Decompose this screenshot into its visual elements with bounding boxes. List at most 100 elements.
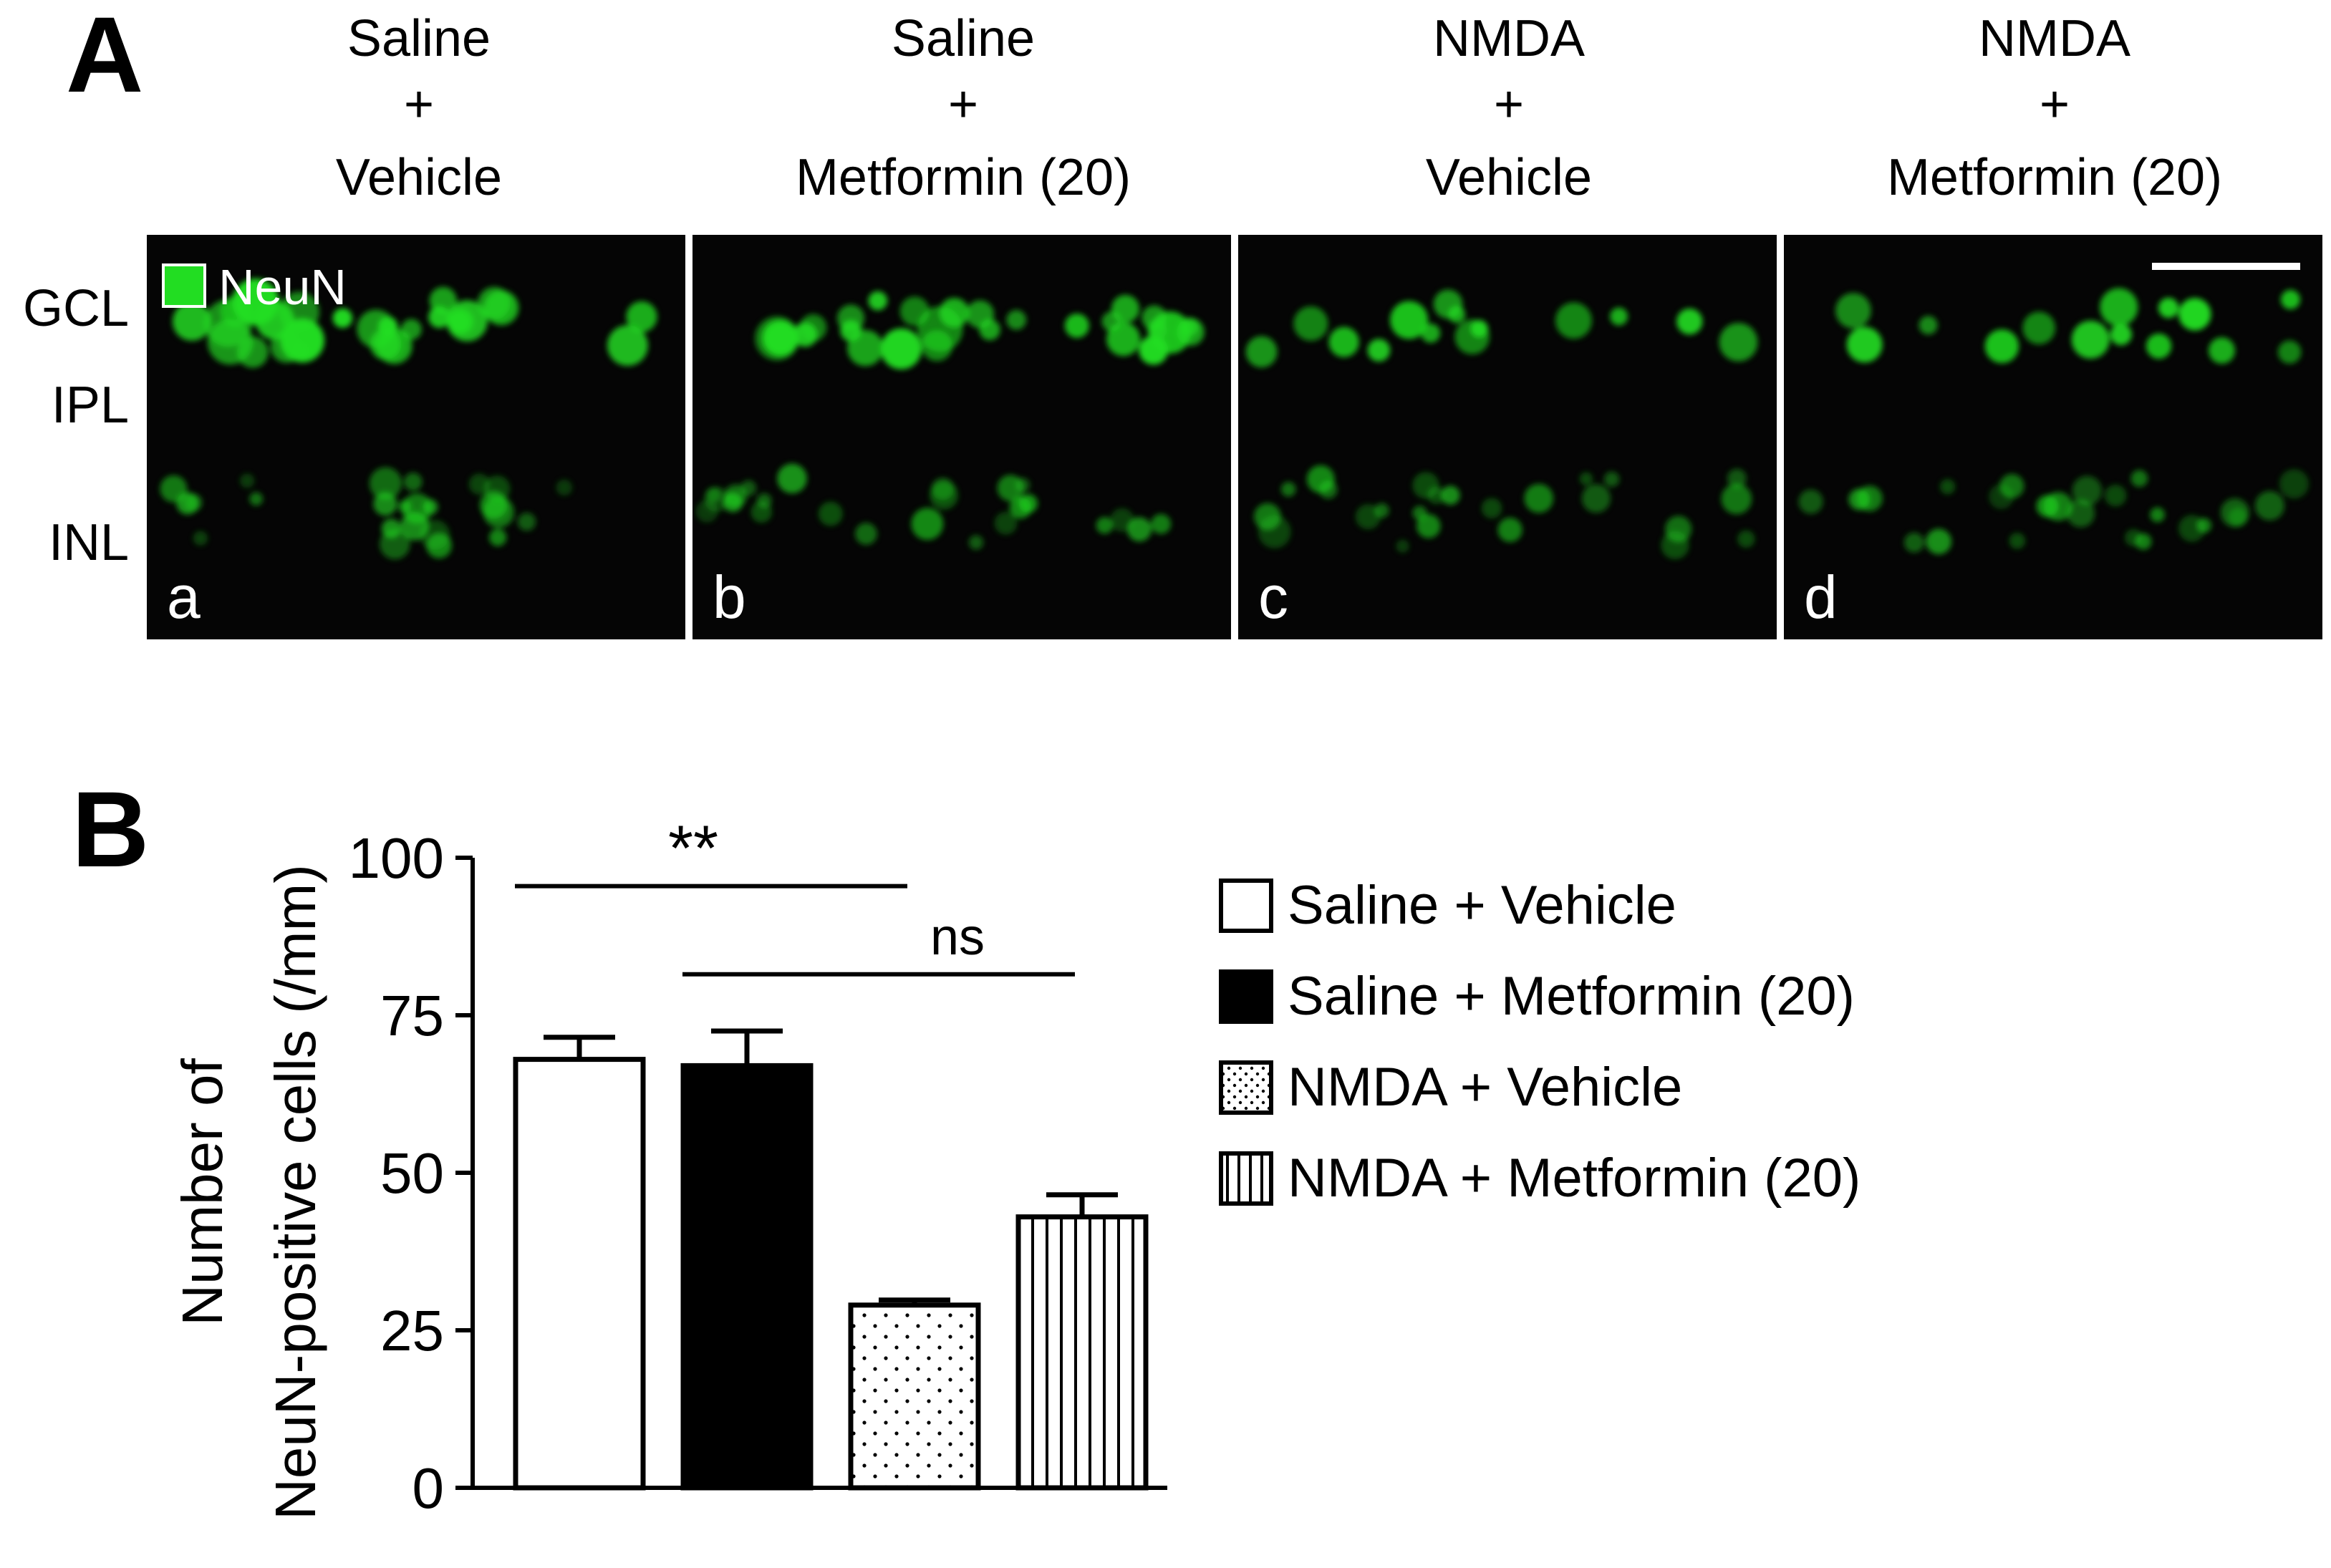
neun-cell — [483, 475, 511, 503]
condition-header-1: Saline + Vehicle — [336, 10, 502, 206]
micrograph-d: d — [1784, 235, 2322, 639]
neun-cell — [376, 328, 412, 364]
legend-label: Saline + Metformin (20) — [1288, 966, 1855, 1027]
neun-cell — [2110, 324, 2132, 346]
neun-cell — [968, 535, 984, 550]
legend-swatch — [1219, 1151, 1273, 1206]
neun-cell — [2135, 533, 2152, 550]
neun-cell — [1390, 301, 1429, 339]
panel-b-letter: B — [72, 769, 149, 889]
neun-cell — [777, 463, 807, 494]
layer-label-inl: INL — [49, 514, 129, 571]
micrograph-letter-d: d — [1804, 563, 1838, 631]
neun-cell — [1096, 517, 1114, 534]
condition-header-2-line1: Saline — [892, 10, 1035, 67]
condition-header-1-line2: + — [404, 76, 434, 133]
neun-cell — [1417, 514, 1441, 538]
micrograph-c: c — [1238, 235, 1777, 639]
neun-cell — [1127, 517, 1152, 542]
bar — [1015, 1214, 1149, 1491]
legend-item: Saline + Vehicle — [1219, 875, 1676, 936]
neun-cell — [2009, 533, 2026, 549]
stain-legend: NeuN — [162, 259, 347, 315]
neun-cells — [1798, 288, 2309, 555]
neun-cell — [379, 528, 410, 560]
neun-cell — [1676, 308, 1703, 335]
neun-cell — [403, 473, 423, 491]
y-tick-label: 100 — [349, 826, 444, 890]
condition-header-2-line3: Metformin (20) — [796, 149, 1131, 206]
legend-label: NMDA + Metformin (20) — [1288, 1148, 1861, 1209]
bar — [848, 1302, 981, 1491]
neun-cell — [291, 342, 309, 359]
neun-cell — [2071, 320, 2110, 359]
legend-item: NMDA + Vehicle — [1219, 1057, 1682, 1118]
neun-cell — [840, 320, 862, 342]
neun-cell — [1245, 336, 1278, 368]
condition-header-2-line2: + — [948, 76, 978, 133]
neun-cell — [818, 501, 843, 526]
neun-cell — [1581, 483, 1611, 513]
neun-cell — [1064, 313, 1089, 338]
y-axis-title: Number of NeuN-positive cells (/mm) — [170, 864, 327, 1520]
neun-cell — [1421, 323, 1441, 343]
condition-header-1-line1: Saline — [347, 10, 491, 67]
legend-swatch — [1219, 969, 1273, 1024]
neun-cell — [402, 493, 433, 524]
neun-cell — [880, 328, 922, 369]
neun-cell — [740, 480, 757, 496]
neun-cell — [1006, 309, 1027, 330]
micrograph-row: a b c d — [147, 235, 2322, 639]
neun-cell — [911, 508, 944, 541]
neun-cell — [1367, 339, 1391, 362]
layer-label-ipl: IPL — [52, 377, 129, 434]
neun-cell — [1177, 318, 1205, 347]
neun-cell — [1798, 489, 1823, 514]
neun-cell — [1524, 483, 1554, 513]
neun-cell — [426, 533, 452, 558]
neun-cell — [369, 467, 402, 500]
significance-label: ** — [668, 813, 718, 885]
neun-cell — [1984, 329, 2019, 364]
legend-label: Saline + Vehicle — [1288, 875, 1676, 936]
neun-cell — [2022, 311, 2056, 344]
neun-cell — [2254, 490, 2284, 521]
condition-header-3-line1: NMDA — [1433, 10, 1585, 67]
neun-cell — [483, 290, 519, 326]
condition-header-4-line1: NMDA — [1979, 10, 2130, 67]
micrograph-background — [1238, 235, 1777, 639]
legend-swatch — [1219, 879, 1273, 933]
neun-cell — [1433, 289, 1463, 319]
legend-item: NMDA + Metformin (20) — [1219, 1148, 1861, 1209]
neun-cell — [1374, 503, 1389, 518]
neun-cell — [1412, 505, 1427, 521]
neun-cell — [1009, 496, 1032, 519]
neun-cell — [2146, 333, 2172, 359]
neun-cell — [1579, 472, 1593, 485]
neun-cell — [1151, 513, 1172, 534]
micrograph-background — [692, 235, 1231, 639]
significance-label: ns — [930, 909, 985, 966]
neun-cell — [220, 295, 252, 327]
micrograph-b: b — [692, 235, 1231, 639]
micrograph-letter-b: b — [713, 563, 746, 631]
neun-cell — [2104, 484, 2127, 507]
condition-header-1-line3: Vehicle — [336, 149, 502, 206]
neun-cell — [1454, 319, 1490, 354]
condition-header-4: NMDA + Metformin (20) — [1887, 10, 2222, 206]
neun-cell — [2178, 298, 2211, 331]
neun-cell — [1719, 323, 1758, 362]
y-tick-label: 0 — [412, 1456, 445, 1520]
condition-header-4-line3: Metformin (20) — [1887, 149, 2222, 206]
neun-cell — [1721, 483, 1752, 515]
neun-cell — [1555, 302, 1592, 339]
neun-cell — [1856, 485, 1883, 512]
neun-cell — [1396, 539, 1409, 553]
y-axis-title-line2: NeuN-positive cells (/mm) — [264, 864, 327, 1520]
neun-cell — [1412, 472, 1439, 499]
micrograph-background — [1784, 235, 2322, 639]
neun-cell — [1440, 485, 1460, 505]
neun-cell — [1903, 532, 1924, 553]
neun-cell — [332, 308, 353, 329]
stain-legend-swatch — [162, 263, 206, 308]
